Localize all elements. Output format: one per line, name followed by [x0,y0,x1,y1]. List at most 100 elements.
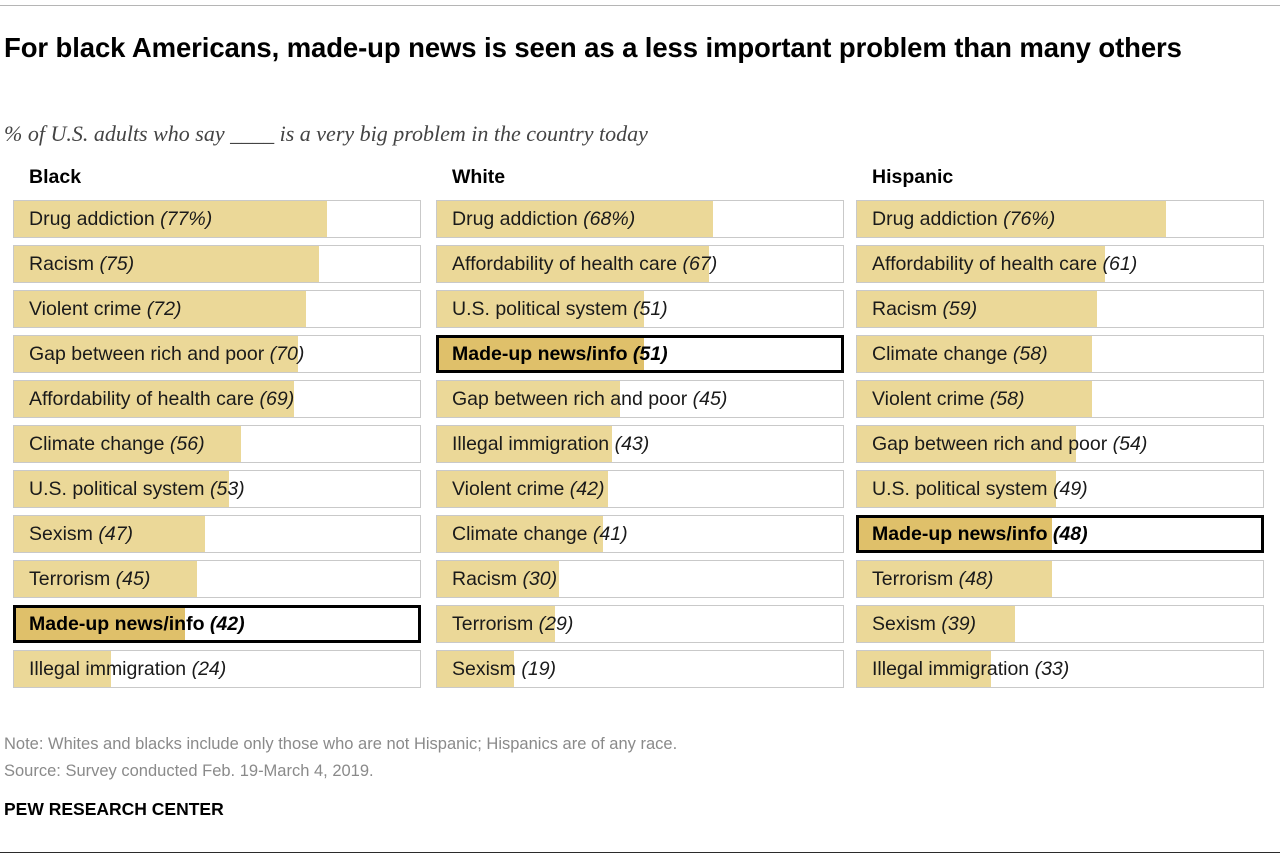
category-label: Affordability of health care [452,253,678,275]
bar-fill [857,246,1105,282]
bar-row: Affordability of health care (61) [856,245,1264,283]
source-note: Source: Survey conducted Feb. 19-March 4… [4,762,374,780]
bar-label: Illegal immigration (43) [452,426,649,462]
bar-fill [857,651,991,687]
category-label: Racism [29,253,95,275]
bar-label: Gap between rich and poor (45) [452,381,727,417]
category-label: Climate change [29,433,165,455]
bar-label: Violent crime (72) [29,291,181,327]
bar-row: U.S. political system (51) [436,290,844,328]
category-label: Terrorism [29,568,111,590]
bar-row: Gap between rich and poor (45) [436,380,844,418]
value-label: (42) [569,478,605,500]
bar-fill [14,471,230,507]
brand-label: PEW RESEARCH CENTER [4,799,224,819]
bar-label: Gap between rich and poor (54) [872,426,1147,462]
bar-row: Racism (59) [856,290,1264,328]
bar-list: Drug addiction (68%) Affordability of hea… [436,200,844,688]
value-label: (70) [269,343,305,365]
value-label: (19) [521,658,557,680]
value-label: (67) [682,253,718,275]
value-label: (30) [522,568,558,590]
bar-label: Drug addiction (68%) [452,201,635,237]
value-label: (24) [191,658,227,680]
value-label: (77%) [160,208,213,230]
value-label: (54) [1112,433,1148,455]
bar-row: Illegal immigration (33) [856,650,1264,688]
bar-row: Gap between rich and poor (70) [13,335,421,373]
category-label: Gap between rich and poor [452,388,688,410]
category-label: U.S. political system [872,478,1048,500]
bar-label: Climate change (41) [452,516,628,552]
bar-label: Racism (59) [872,291,977,327]
bar-label: Made-up news/info (48) [872,518,1088,550]
bar-fill [857,381,1093,417]
panel-white: White Drug addiction (68%) Affordability … [436,163,844,695]
value-label: (68%) [583,208,636,230]
bar-fill [857,426,1077,462]
footnote: Note: Whites and blacks include only tho… [4,735,678,753]
bar-fill [14,516,205,552]
bar-row: Climate change (41) [436,515,844,553]
bar-label: U.S. political system (51) [452,291,668,327]
bar-label: Sexism (19) [452,651,556,687]
bar-fill [857,561,1052,597]
bar-fill [437,606,555,642]
panel-hispanic: Hispanic Drug addiction (76%) Affordabili… [856,163,1264,695]
value-label: (58) [1012,343,1048,365]
chart-title: For black Americans, made-up news is see… [4,32,1182,63]
bar-label: Drug addiction (77%) [29,201,212,237]
category-label: Drug addiction [872,208,998,230]
bar-row: Terrorism (29) [436,605,844,643]
panel-black: Black Drug addiction (77%) Racism (75) Vio… [13,163,421,695]
bar-fill [14,246,319,282]
value-label: (72) [146,298,182,320]
bar-fill [14,291,307,327]
value-label: (75) [99,253,135,275]
bar-fill [857,201,1166,237]
bar-fill [437,201,714,237]
bar-fill [857,336,1093,372]
bar-label: Terrorism (45) [29,561,150,597]
value-label: (47) [98,523,134,545]
bar-label: Sexism (39) [872,606,976,642]
bar-row: Sexism (19) [436,650,844,688]
category-label: Affordability of health care [29,388,255,410]
value-label: (39) [941,613,977,635]
category-label: Racism [452,568,518,590]
value-label: (45) [692,388,728,410]
bar-row: Made-up news/info (48) [856,515,1264,553]
bar-label: Racism (75) [29,246,134,282]
top-rule [0,5,1280,6]
value-label: (45) [115,568,151,590]
bar-label: Violent crime (42) [452,471,604,507]
bar-row: Terrorism (45) [13,560,421,598]
bar-row: U.S. political system (49) [856,470,1264,508]
bar-fill [14,201,327,237]
bar-fill [859,518,1052,550]
bar-fill [437,426,612,462]
value-label: (59) [942,298,978,320]
bar-label: Illegal immigration (33) [872,651,1069,687]
bar-label: U.S. political system (53) [29,471,245,507]
category-label: Violent crime [452,478,565,500]
bar-fill [437,471,608,507]
bar-row: Drug addiction (76%) [856,200,1264,238]
value-label: (53) [209,478,245,500]
category-label: U.S. political system [29,478,205,500]
value-label: (49) [1052,478,1088,500]
value-label: (33) [1034,658,1070,680]
category-label: Terrorism [872,568,954,590]
bar-fill [437,381,620,417]
category-label: Affordability of health care [872,253,1098,275]
category-label: Made-up news/info [29,613,205,635]
bar-fill [437,651,515,687]
category-label: Violent crime [29,298,142,320]
bar-fill [14,336,299,372]
bar-fill [857,606,1016,642]
bar-fill [437,246,710,282]
bar-label: Terrorism (29) [452,606,573,642]
bar-label: Gap between rich and poor (70) [29,336,304,372]
bottom-rule [0,852,1280,853]
chart-subtitle: % of U.S. adults who say ____ is a very … [4,121,648,146]
